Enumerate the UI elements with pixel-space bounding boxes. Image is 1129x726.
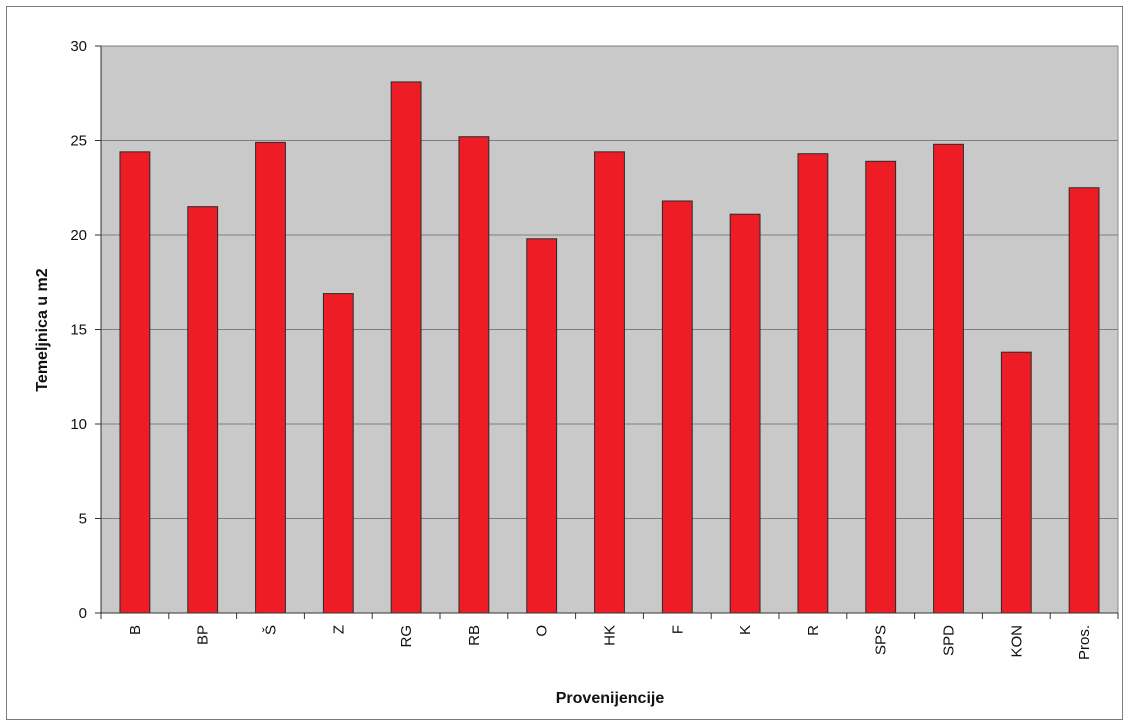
bars xyxy=(119,81,1100,614)
bar-B xyxy=(119,151,151,614)
x-axis-title: Provenijencije xyxy=(556,690,665,707)
x-tick-labels: B BP Š Z RG RB O HK F K R SPS SPD KON Pros. xyxy=(127,625,1093,660)
x-tick-label: RG xyxy=(398,625,415,648)
x-tick-label: B xyxy=(127,625,144,635)
x-tick-label: Pros. xyxy=(1076,625,1093,660)
bar-SPD xyxy=(933,143,964,614)
x-tick-label: RB xyxy=(466,625,483,646)
x-tick-label: F xyxy=(669,625,686,634)
y-tick-labels: 0 5 10 15 20 25 30 xyxy=(70,38,87,622)
bar-SPS xyxy=(865,160,897,614)
bar-Pros. xyxy=(1068,187,1100,614)
bar-KON xyxy=(1000,351,1032,614)
x-tick-label: K xyxy=(737,625,754,635)
bar-RB xyxy=(458,136,490,614)
bar-F xyxy=(661,200,693,614)
y-tick-label: 15 xyxy=(70,322,87,339)
bar-Z xyxy=(322,293,354,614)
y-tick-label: 5 xyxy=(79,511,87,528)
x-tick-label: Z xyxy=(330,625,347,634)
x-tick-label: SPD xyxy=(941,625,958,656)
x-tick-label: BP xyxy=(195,625,212,645)
bar-HK xyxy=(594,151,625,614)
x-tick-label: KON xyxy=(1008,625,1025,658)
y-tick-label: 25 xyxy=(70,133,87,150)
y-tick-label: 30 xyxy=(70,38,87,55)
y-tick-label: 20 xyxy=(70,227,87,244)
x-tick-label: HK xyxy=(602,625,619,646)
x-tick-label: SPS xyxy=(873,625,890,655)
y-tick-label: 0 xyxy=(79,605,87,622)
x-tick-label: Š xyxy=(263,625,280,635)
x-tick-label: R xyxy=(805,625,822,636)
axes xyxy=(95,45,1119,619)
bar-O xyxy=(526,238,558,614)
y-axis-title: Temeljnica u m2 xyxy=(34,268,51,391)
bar-BP xyxy=(187,206,219,614)
bar-RG xyxy=(390,81,422,614)
bar-Š xyxy=(255,141,286,614)
y-tick-label: 10 xyxy=(70,416,87,433)
bar-K xyxy=(729,213,761,614)
bar-R xyxy=(797,153,829,614)
x-tick-label: O xyxy=(534,625,551,637)
